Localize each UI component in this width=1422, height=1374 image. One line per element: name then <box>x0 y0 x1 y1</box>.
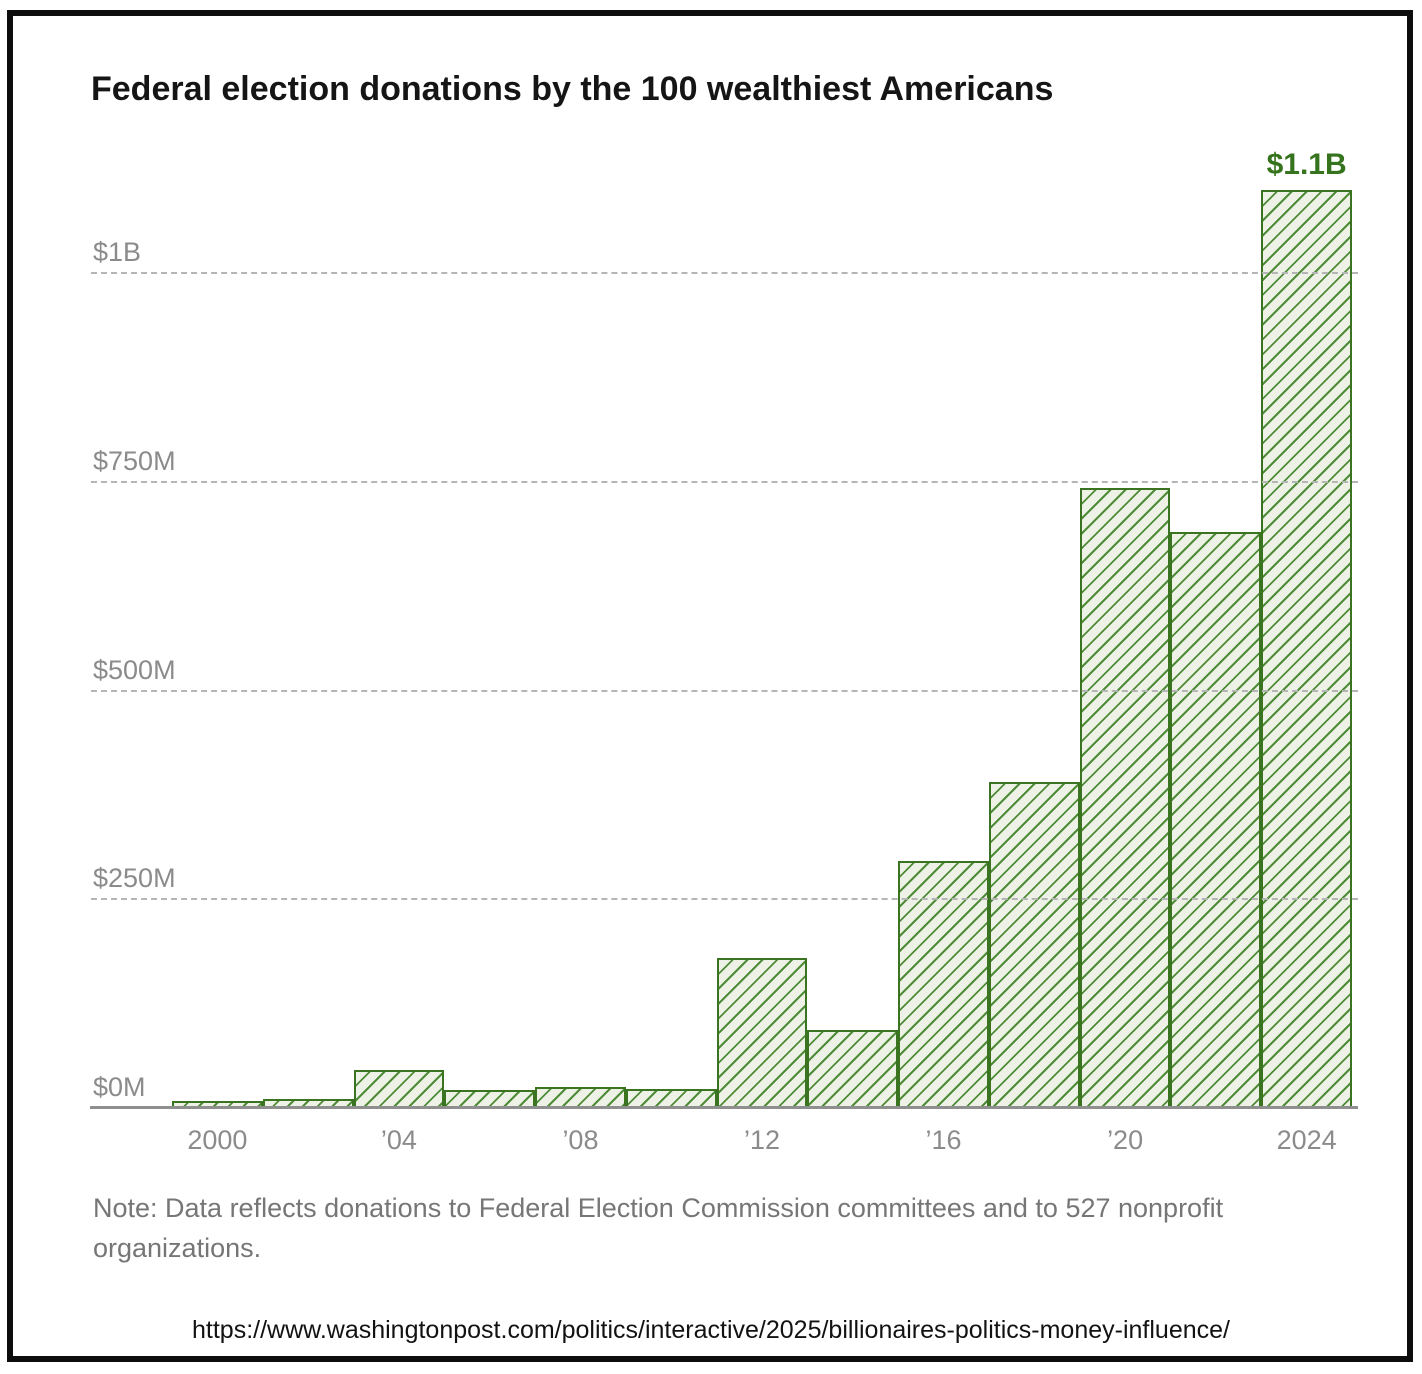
gridline-250m <box>91 898 1358 901</box>
x-axis-line <box>90 1106 1358 1109</box>
bar-2012 <box>716 958 808 1108</box>
chart-title: Federal election donations by the 100 we… <box>91 70 1054 108</box>
y-axis-label: $500M <box>93 654 176 685</box>
gridline-1b <box>91 272 1358 275</box>
bar-2018 <box>988 782 1080 1108</box>
x-axis-tick-label: ’16 <box>925 1125 962 1155</box>
y-axis-label: $750M <box>93 445 176 476</box>
bar-2006 <box>444 1090 536 1108</box>
gridline-750m <box>91 480 1358 483</box>
bar-2004 <box>353 1070 445 1108</box>
bar-2000 <box>172 1101 263 1108</box>
gridline-500m <box>91 689 1358 692</box>
x-axis-tick-label: ’20 <box>1107 1125 1144 1155</box>
source-url: https://www.washingtonpost.com/politics/… <box>192 1316 1230 1344</box>
bar-2020 <box>1079 488 1171 1108</box>
source-note: Note: Data reflects donations to Federal… <box>93 1193 1224 1263</box>
y-axis-label: $1B <box>93 237 142 268</box>
bar-2008 <box>535 1087 626 1108</box>
y-axis-label: $0M <box>93 1072 146 1102</box>
x-axis-tick-label: 2000 <box>187 1125 248 1155</box>
x-axis-tick-label: ’04 <box>380 1125 417 1155</box>
bar-value-annotation: $1.1B <box>1266 148 1347 181</box>
x-axis-tick-label: ’08 <box>562 1125 599 1155</box>
bar-2022 <box>1170 532 1262 1108</box>
y-axis-label: $250M <box>93 863 176 894</box>
bar-2002 <box>262 1099 354 1108</box>
bar-2010 <box>625 1089 717 1108</box>
x-axis-tick-label: 2024 <box>1276 1125 1337 1155</box>
bar-2014 <box>807 1030 899 1108</box>
bar-2016 <box>898 861 989 1108</box>
bar-2024 <box>1261 190 1352 1108</box>
x-axis-tick-label: ’12 <box>743 1125 781 1155</box>
